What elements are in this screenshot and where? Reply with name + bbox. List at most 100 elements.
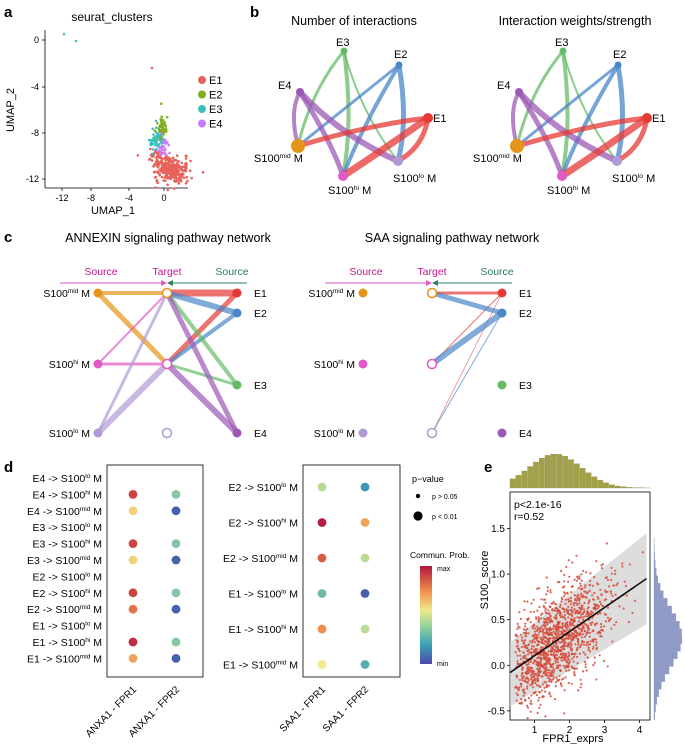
e-ytick-label: 1.0 bbox=[491, 570, 505, 581]
scatter-point bbox=[559, 625, 562, 629]
scatter-point bbox=[533, 641, 536, 644]
scatter-point bbox=[540, 641, 543, 644]
top-hist-bar bbox=[620, 486, 627, 489]
scatter-point bbox=[538, 706, 541, 709]
scatter-point bbox=[524, 625, 527, 628]
scatter-point bbox=[563, 712, 566, 715]
scatter-point bbox=[558, 656, 561, 659]
scatter-point bbox=[587, 646, 590, 649]
panel-a-title: seurat_clusters bbox=[71, 10, 152, 24]
scatter-point bbox=[514, 686, 517, 689]
scatter-point bbox=[544, 663, 547, 666]
scatter-point bbox=[542, 636, 546, 639]
scatter-point bbox=[555, 615, 558, 618]
scatter-point bbox=[540, 675, 543, 678]
panel-a-xlabel: UMAP_1 bbox=[91, 205, 135, 217]
scatter-point bbox=[515, 674, 519, 677]
umap-point bbox=[160, 115, 163, 118]
scatter-point bbox=[543, 681, 546, 684]
scatter-point bbox=[610, 592, 613, 595]
scatter-point bbox=[526, 649, 529, 653]
edge-e2-mid bbox=[296, 63, 401, 148]
scatter-point bbox=[589, 572, 592, 575]
scatter-point bbox=[524, 644, 527, 647]
scatter-point bbox=[535, 617, 538, 621]
scatter-point bbox=[599, 588, 602, 591]
umap-point bbox=[169, 159, 173, 163]
scatter-point bbox=[585, 571, 588, 574]
umap-point bbox=[175, 154, 179, 157]
scatter-point bbox=[542, 695, 545, 698]
scatter-point bbox=[522, 694, 525, 697]
scatter-point bbox=[545, 683, 549, 686]
scatter-point bbox=[546, 685, 549, 688]
scatter-point bbox=[532, 623, 535, 626]
edge-e2-lo bbox=[614, 62, 625, 164]
scatter-point bbox=[529, 660, 532, 664]
scatter-point bbox=[536, 678, 539, 681]
scatter-point bbox=[531, 681, 534, 684]
scatter-point bbox=[570, 591, 573, 594]
scatter-point bbox=[566, 665, 570, 668]
scatter-point bbox=[526, 653, 530, 656]
d-dot-saa1-fpr2 bbox=[360, 660, 370, 669]
top-hist-bar bbox=[585, 472, 592, 489]
scatter-point bbox=[587, 643, 590, 646]
scatter-point bbox=[568, 575, 571, 578]
scatter-point bbox=[584, 663, 587, 666]
scatter-point bbox=[551, 602, 554, 605]
scatter-point bbox=[548, 605, 552, 608]
panel-a-plot: 0 -4 -8 -12 -12 -8 -4 0 bbox=[26, 30, 205, 203]
scatter-point bbox=[571, 622, 574, 625]
scatter-point bbox=[583, 586, 587, 589]
umap-point bbox=[184, 182, 188, 185]
scatter-point bbox=[554, 631, 557, 634]
node-label-hi: S100hi M bbox=[547, 185, 590, 197]
scatter-point bbox=[547, 609, 550, 612]
scatter-point bbox=[530, 694, 533, 697]
umap-point bbox=[160, 166, 164, 169]
scatter-point bbox=[545, 654, 548, 657]
label-source-left: Source bbox=[349, 266, 382, 278]
scatter-point bbox=[569, 637, 572, 640]
scatter-point bbox=[615, 621, 618, 624]
umap-point bbox=[158, 125, 161, 129]
scatter-point bbox=[538, 665, 542, 668]
scatter-point bbox=[552, 630, 555, 633]
scatter-point bbox=[555, 629, 558, 633]
scatter-point bbox=[586, 626, 589, 629]
scatter-point bbox=[547, 634, 550, 637]
scatter-point bbox=[609, 590, 613, 593]
scatter-point bbox=[554, 659, 557, 662]
scatter-point bbox=[539, 662, 542, 665]
umap-point bbox=[185, 175, 188, 179]
scatter-point bbox=[600, 564, 603, 567]
scatter-point bbox=[534, 679, 537, 682]
scatter-point bbox=[580, 573, 583, 576]
node-label-lo: S100lo M bbox=[393, 173, 436, 185]
scatter-point bbox=[584, 584, 587, 587]
e-ytick-label: -0.5 bbox=[488, 706, 506, 717]
scatter-point bbox=[523, 600, 526, 603]
scatter-point bbox=[545, 593, 548, 596]
umap-point bbox=[147, 138, 151, 142]
umap-point bbox=[154, 119, 158, 123]
umap-point bbox=[177, 176, 181, 180]
scatter-point bbox=[518, 626, 521, 629]
scatter-point bbox=[576, 603, 579, 607]
a-ytick-label: 0 bbox=[34, 35, 39, 45]
a-ytick-label: -8 bbox=[31, 128, 39, 138]
scatter-point bbox=[515, 645, 519, 648]
umap-point bbox=[180, 167, 183, 170]
target-node-lo bbox=[161, 427, 173, 439]
scatter-point bbox=[577, 643, 580, 646]
scatter-point bbox=[559, 612, 563, 615]
umap-point bbox=[166, 188, 170, 192]
umap-point bbox=[161, 127, 164, 130]
scatter-point bbox=[579, 595, 582, 598]
scatter-point bbox=[546, 586, 549, 589]
scatter-point bbox=[558, 669, 562, 672]
umap-point bbox=[164, 139, 167, 142]
arrowhead-left bbox=[161, 280, 167, 286]
